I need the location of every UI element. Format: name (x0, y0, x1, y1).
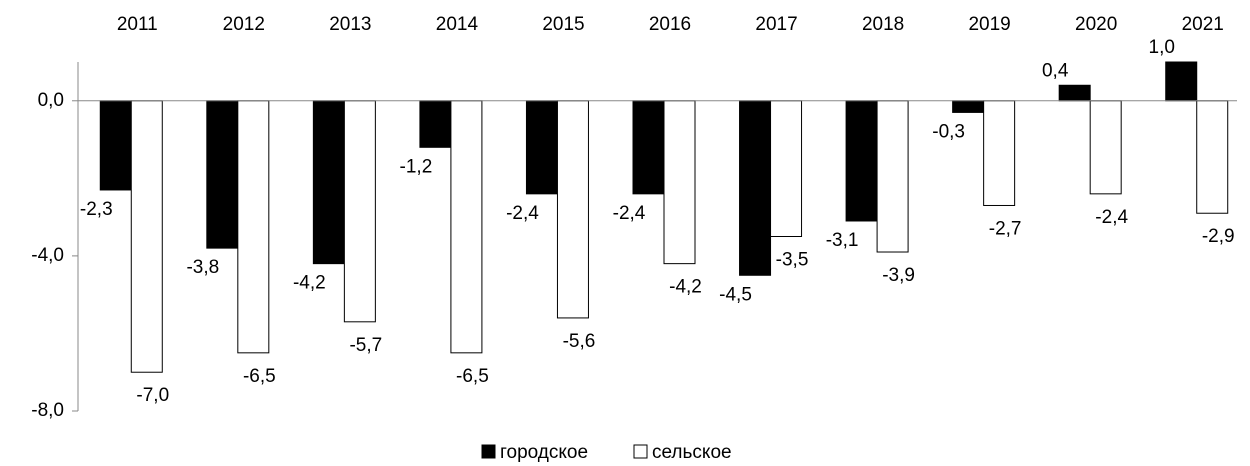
data-label: -2,4 (506, 203, 539, 224)
legend-label: городское (500, 442, 588, 463)
bar (632, 100, 665, 195)
bar (1058, 84, 1091, 102)
data-label: -3,8 (186, 257, 219, 278)
x-tick-label: 2014 (436, 14, 479, 35)
x-tick-label: 2020 (1075, 14, 1117, 35)
data-label: -3,9 (882, 265, 915, 286)
data-label: -6,5 (456, 366, 489, 387)
bar (556, 100, 589, 319)
data-label: -3,5 (776, 250, 809, 271)
bar (1165, 61, 1198, 102)
x-tick-label: 2017 (755, 14, 797, 35)
bar (312, 100, 345, 265)
data-label: -3,1 (826, 230, 859, 251)
bar (525, 100, 558, 195)
bar (952, 100, 985, 113)
data-label: -2,7 (989, 218, 1022, 239)
data-label: -4,2 (669, 277, 702, 298)
x-tick-label: 2016 (649, 14, 691, 35)
data-label: -2,4 (613, 203, 646, 224)
data-label: 0,4 (1042, 60, 1069, 81)
bar (983, 100, 1016, 206)
x-tick-label: 2021 (1182, 14, 1224, 35)
data-label: -2,3 (80, 199, 113, 220)
x-tick-label: 2012 (223, 14, 265, 35)
x-tick-label: 2015 (542, 14, 584, 35)
y-tick-label: -8,0 (31, 400, 64, 421)
data-label: 1,0 (1149, 37, 1175, 58)
x-tick-label: 2019 (968, 14, 1010, 35)
bar (130, 100, 163, 373)
data-label: -7,0 (136, 385, 169, 406)
bar (845, 100, 878, 222)
legend-swatch (633, 444, 648, 459)
bar (206, 100, 239, 249)
data-label: -4,5 (719, 284, 752, 305)
data-label: -5,7 (349, 335, 382, 356)
data-label: -2,4 (1095, 207, 1128, 228)
y-tick-label: -4,0 (31, 245, 64, 266)
bar (739, 100, 772, 276)
bar (1089, 100, 1122, 195)
data-label: -6,5 (243, 366, 276, 387)
bar (1196, 100, 1229, 214)
bar (663, 100, 696, 265)
data-label: -0,3 (932, 121, 965, 142)
bar (450, 100, 483, 354)
bar (876, 100, 909, 253)
data-label: -1,2 (400, 156, 433, 177)
bar (343, 100, 376, 323)
bar (237, 100, 270, 354)
y-tick-label: 0,0 (38, 90, 64, 111)
bar (770, 100, 803, 238)
data-label: -4,2 (293, 273, 326, 294)
data-label: -5,6 (563, 331, 596, 352)
bar (99, 100, 132, 191)
x-tick-label: 2013 (329, 14, 371, 35)
x-tick-label: 2011 (117, 14, 158, 35)
x-tick-label: 2018 (862, 14, 904, 35)
data-label: -2,9 (1202, 226, 1235, 247)
bar (419, 100, 452, 148)
legend-label: сельское (652, 442, 732, 463)
legend-swatch (481, 444, 496, 459)
